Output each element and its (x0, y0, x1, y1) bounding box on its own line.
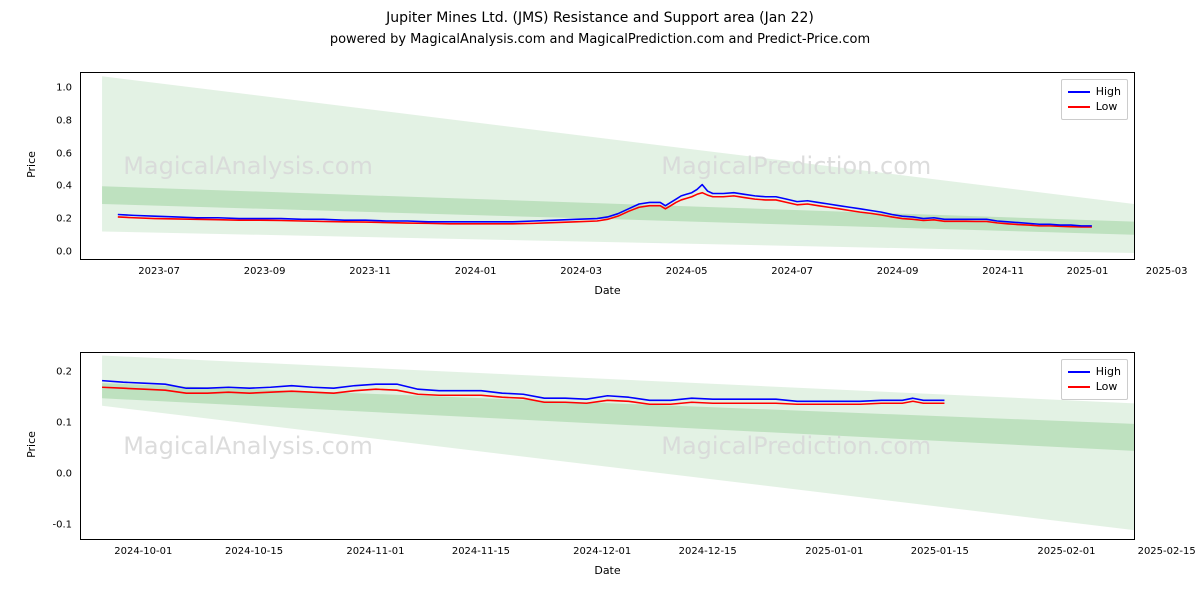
x-axis-label: Date (80, 284, 1135, 297)
x-tick-label: 2024-12-15 (679, 546, 737, 557)
x-tick-label: 2024-10-01 (114, 546, 172, 557)
chart-bottom-axes: MagicalAnalysis.com MagicalPrediction.co… (80, 352, 1135, 540)
x-tick-label: 2023-11 (349, 266, 391, 277)
y-tick-label: 0.4 (44, 181, 72, 192)
legend-label: High (1096, 364, 1121, 379)
legend-label: Low (1096, 99, 1118, 114)
x-tick-label: 2023-09 (244, 266, 286, 277)
legend-swatch (1068, 106, 1090, 108)
x-tick-label: 2024-10-15 (225, 546, 283, 557)
x-tick-label: 2023-07 (138, 266, 180, 277)
figure: Jupiter Mines Ltd. (JMS) Resistance and … (0, 0, 1200, 600)
x-tick-label: 2024-09 (877, 266, 919, 277)
legend-item: High (1068, 364, 1121, 379)
x-tick-label: 2024-11-15 (452, 546, 510, 557)
y-tick-label: 0.6 (44, 148, 72, 159)
y-tick-label: 0.0 (44, 468, 72, 479)
x-axis-label: Date (80, 564, 1135, 577)
x-tick-label: 2025-01 (1067, 266, 1109, 277)
x-tick-label: 2025-03 (1146, 266, 1188, 277)
x-tick-label: 2025-02-01 (1037, 546, 1095, 557)
x-tick-label: 2024-11-01 (346, 546, 404, 557)
legend-swatch (1068, 371, 1090, 373)
chart-subtitle: powered by MagicalAnalysis.com and Magic… (0, 32, 1200, 47)
y-tick-label: 0.0 (44, 246, 72, 257)
legend-item: Low (1068, 99, 1121, 114)
x-tick-label: 2024-01 (455, 266, 497, 277)
y-tick-label: 1.0 (44, 83, 72, 94)
y-axis-label: Price (25, 431, 38, 458)
legend: HighLow (1061, 79, 1128, 120)
x-tick-label: 2024-12-01 (573, 546, 631, 557)
y-tick-label: 0.2 (44, 367, 72, 378)
legend-label: Low (1096, 379, 1118, 394)
x-tick-label: 2024-07 (771, 266, 813, 277)
legend-swatch (1068, 386, 1090, 388)
chart-bottom-plot: MagicalAnalysis.com MagicalPrediction.co… (81, 353, 1134, 539)
x-tick-label: 2025-01-15 (911, 546, 969, 557)
x-tick-label: 2024-03 (560, 266, 602, 277)
y-tick-label: 0.8 (44, 116, 72, 127)
y-axis-label: Price (25, 151, 38, 178)
legend-item: High (1068, 84, 1121, 99)
legend-swatch (1068, 91, 1090, 93)
y-tick-label: 0.1 (44, 418, 72, 429)
y-tick-label: -0.1 (44, 519, 72, 530)
chart-title: Jupiter Mines Ltd. (JMS) Resistance and … (0, 10, 1200, 26)
x-tick-label: 2024-05 (666, 266, 708, 277)
legend-item: Low (1068, 379, 1121, 394)
chart-top-plot: MagicalAnalysis.com MagicalPrediction.co… (81, 73, 1134, 259)
x-tick-label: 2025-02-15 (1138, 546, 1196, 557)
legend-label: High (1096, 84, 1121, 99)
y-tick-label: 0.2 (44, 214, 72, 225)
x-tick-label: 2024-11 (982, 266, 1024, 277)
chart-top-axes: MagicalAnalysis.com MagicalPrediction.co… (80, 72, 1135, 260)
legend: HighLow (1061, 359, 1128, 400)
x-tick-label: 2025-01-01 (805, 546, 863, 557)
